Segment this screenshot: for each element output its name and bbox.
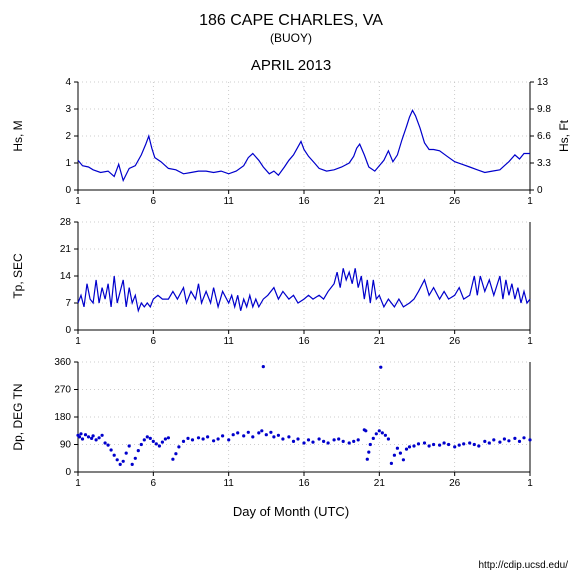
credit-link: http://cdip.ucsd.edu/	[478, 560, 568, 571]
svg-text:11: 11	[223, 196, 234, 206]
svg-text:6.6: 6.6	[537, 131, 551, 142]
svg-text:6: 6	[151, 478, 157, 489]
buoy-chart-page: { "header": { "title": "186 CAPE CHARLES…	[0, 0, 582, 581]
svg-text:360: 360	[54, 357, 71, 368]
svg-text:16: 16	[298, 336, 310, 346]
svg-text:3: 3	[65, 104, 71, 115]
svg-text:26: 26	[449, 196, 461, 206]
svg-text:9.8: 9.8	[537, 104, 551, 115]
svg-text:13: 13	[537, 77, 549, 88]
svg-text:4: 4	[65, 77, 71, 88]
svg-text:0: 0	[65, 467, 71, 478]
svg-text:21: 21	[60, 244, 72, 255]
svg-text:1: 1	[65, 158, 71, 169]
svg-text:14: 14	[60, 271, 72, 282]
svg-text:28: 28	[60, 217, 72, 228]
ylabel-right-hs: Hs, Ft	[557, 120, 571, 152]
svg-text:0: 0	[65, 325, 71, 336]
svg-text:11: 11	[223, 336, 234, 346]
panel-dp: Dp, DEG TN09018027036016111621261	[0, 356, 582, 492]
svg-text:16: 16	[298, 196, 310, 206]
ylabel-tp: Tp, SEC	[11, 253, 25, 298]
svg-text:1: 1	[75, 196, 81, 206]
svg-text:0: 0	[537, 185, 543, 196]
ylabel-dp: Dp, DEG TN	[11, 383, 25, 450]
svg-text:26: 26	[449, 336, 461, 346]
panel-tp: Tp, SEC0714212816111621261	[0, 216, 582, 346]
x-axis-label: Day of Month (UTC)	[0, 504, 582, 519]
svg-text:1: 1	[75, 478, 81, 489]
svg-text:16: 16	[298, 478, 310, 489]
svg-text:21: 21	[374, 478, 386, 489]
svg-text:21: 21	[374, 196, 386, 206]
chart-svg-dp: 09018027036016111621261	[0, 356, 582, 492]
svg-text:3.3: 3.3	[537, 158, 551, 169]
svg-text:1: 1	[527, 196, 533, 206]
svg-text:2: 2	[65, 131, 71, 142]
svg-text:90: 90	[60, 440, 72, 451]
page-title: 186 CAPE CHARLES, VA	[0, 0, 582, 30]
svg-text:1: 1	[75, 336, 81, 346]
svg-text:1: 1	[527, 478, 533, 489]
svg-text:270: 270	[54, 385, 71, 396]
svg-text:180: 180	[54, 412, 71, 423]
series-hs	[78, 110, 530, 180]
svg-text:0: 0	[65, 185, 71, 196]
chart-svg-hs: 0123403.36.69.81316111621261	[0, 76, 582, 206]
page-subtitle: (BUOY)	[0, 31, 582, 45]
svg-text:7: 7	[65, 298, 71, 309]
svg-text:6: 6	[151, 336, 157, 346]
svg-text:21: 21	[374, 336, 386, 346]
svg-text:11: 11	[223, 478, 234, 489]
svg-text:1: 1	[527, 336, 533, 346]
svg-text:6: 6	[151, 196, 157, 206]
panel-hs: Hs, MHs, Ft0123403.36.69.81316111621261	[0, 76, 582, 206]
chart-svg-tp: 0714212816111621261	[0, 216, 582, 346]
page-month: APRIL 2013	[0, 57, 582, 74]
svg-text:26: 26	[449, 478, 461, 489]
panels-container: Hs, MHs, Ft0123403.36.69.81316111621261T…	[0, 76, 582, 492]
ylabel-hs: Hs, M	[11, 120, 25, 151]
